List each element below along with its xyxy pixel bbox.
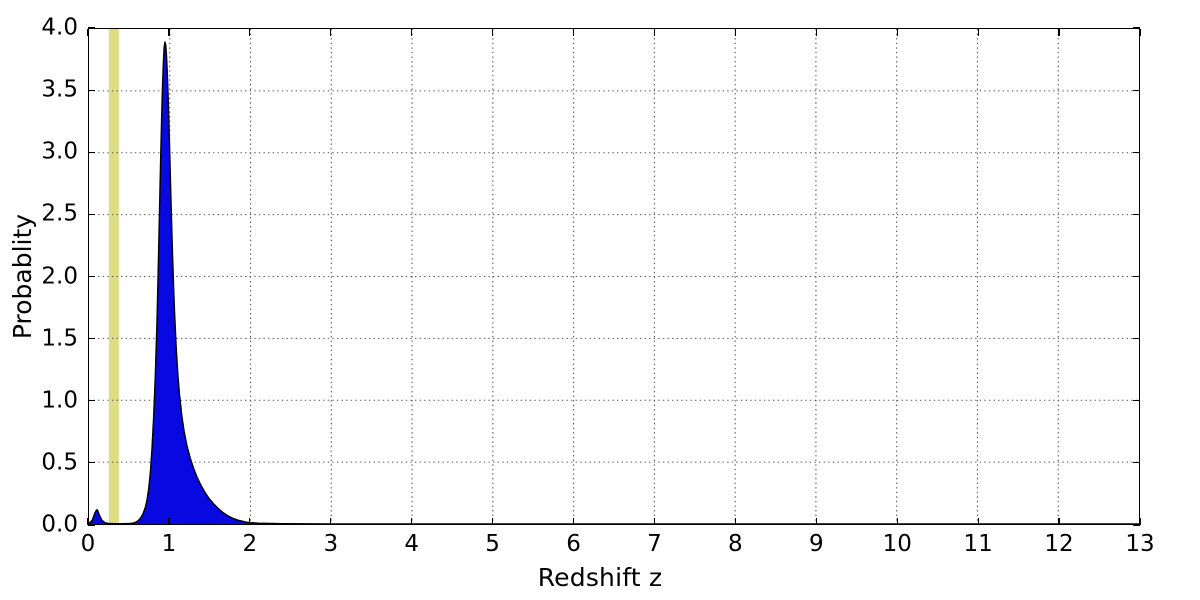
x-tickmark-top: [411, 29, 413, 36]
plot-area: [88, 28, 1140, 525]
grid-lines: [89, 29, 1139, 524]
y-axis-label: Probablity: [8, 213, 37, 340]
x-tickmark-top: [492, 29, 494, 36]
x-tickmark: [815, 518, 817, 525]
y-tickmark-right: [1133, 213, 1140, 215]
x-tickmark-top: [896, 29, 898, 36]
y-tick-label: 1.0: [41, 387, 78, 414]
x-tick-label: 11: [963, 531, 993, 557]
y-tickmark-right: [1133, 338, 1140, 340]
x-tick-label: 0: [80, 531, 96, 557]
x-tick-label: 3: [323, 531, 339, 557]
x-tick-label: 5: [485, 531, 500, 557]
x-tickmark: [1139, 518, 1141, 525]
x-tick-label: 1: [161, 531, 177, 557]
x-tickmark-top: [653, 29, 656, 36]
x-tick-label: 6: [566, 531, 581, 557]
spectroscopic-redshift-band: [108, 29, 119, 524]
x-tickmark: [653, 518, 656, 525]
y-tickmark: [88, 462, 95, 464]
x-tickmark: [734, 518, 736, 525]
x-tickmark: [896, 518, 898, 525]
y-tickmark-right: [1133, 89, 1140, 91]
x-tick-label: 13: [1125, 531, 1155, 557]
y-tick-label: 0.5: [41, 449, 78, 476]
x-tickmark: [330, 518, 332, 525]
x-tickmark-top: [1058, 29, 1060, 36]
y-tick-label: 2.5: [41, 200, 78, 227]
y-tick-label: 2.0: [41, 263, 78, 289]
y-tickmark: [88, 27, 95, 29]
y-tickmark-right: [1133, 151, 1140, 153]
x-tick-label: 4: [404, 531, 420, 557]
x-tickmark: [87, 518, 89, 525]
x-tickmark: [411, 518, 413, 525]
x-tickmark: [168, 518, 170, 525]
x-tick-label: 12: [1044, 531, 1074, 557]
x-tickmark-top: [1139, 29, 1141, 36]
x-tickmark: [977, 518, 979, 525]
y-tickmark: [88, 338, 95, 340]
x-tickmark: [1058, 518, 1060, 525]
x-tick-label: 2: [242, 531, 258, 557]
x-tickmark-top: [249, 29, 251, 36]
x-axis-label: Redshift z: [537, 563, 663, 592]
x-tickmark-top: [330, 29, 332, 36]
x-tickmark-top: [168, 29, 170, 36]
x-tick-label: 7: [647, 531, 662, 557]
x-tick-label: 9: [808, 531, 824, 557]
x-tickmark: [572, 518, 575, 525]
x-tick-label: 8: [728, 531, 743, 557]
y-tickmark-right: [1133, 524, 1140, 526]
x-tickmark-top: [815, 29, 817, 36]
x-tickmark-top: [87, 29, 89, 36]
y-tickmark: [88, 213, 95, 215]
y-tick-label: 3.5: [41, 76, 78, 103]
y-tickmark-right: [1133, 400, 1140, 402]
y-tickmark: [88, 524, 95, 526]
y-tick-label: 4.0: [41, 14, 78, 41]
x-tickmark: [249, 518, 251, 525]
y-tick-label: 0.0: [41, 511, 78, 538]
x-tickmark-top: [572, 29, 575, 36]
y-tick-label: 3.0: [41, 138, 78, 165]
y-tickmark-right: [1133, 275, 1140, 278]
y-tickmark: [88, 400, 95, 402]
probability-density-curve: [89, 41, 1139, 524]
y-tickmark-right: [1133, 27, 1140, 29]
x-tickmark: [492, 518, 494, 525]
x-tickmark-top: [977, 29, 979, 36]
y-tickmark: [88, 89, 95, 91]
x-tickmark-top: [734, 29, 736, 36]
y-tick-label: 1.5: [41, 325, 78, 352]
x-tick-label: 10: [882, 531, 912, 557]
y-tickmark-right: [1133, 462, 1140, 464]
y-tickmark: [88, 275, 95, 278]
y-tickmark: [88, 151, 95, 153]
